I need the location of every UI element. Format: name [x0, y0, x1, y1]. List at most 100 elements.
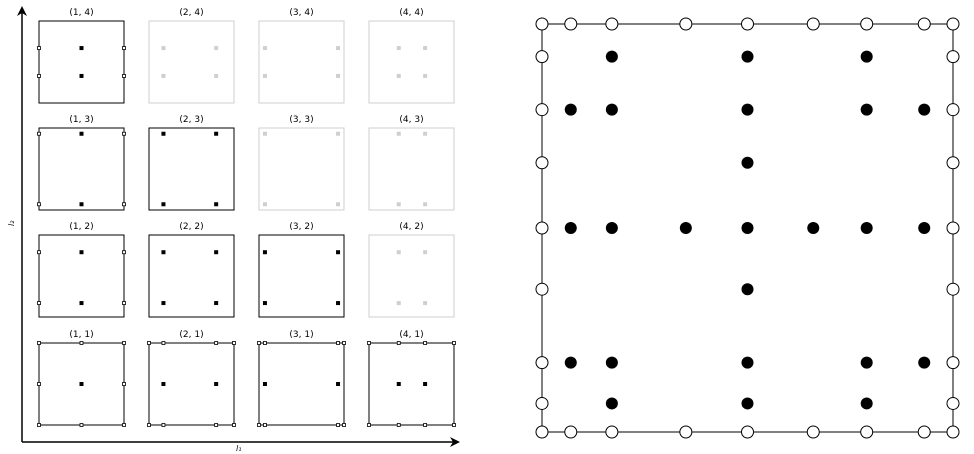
boundary-point: [122, 382, 126, 386]
cell-label: (2, 1): [179, 330, 203, 340]
boundary-point: [396, 423, 401, 427]
grid-point: [79, 131, 84, 136]
combined-grid-points: [535, 17, 960, 439]
boundary-point: [564, 425, 578, 439]
boundary-point: [535, 156, 549, 170]
boundary-point: [605, 17, 619, 31]
level-cell: (4, 1): [367, 330, 456, 427]
grid-point: [860, 356, 873, 369]
cell-label: (3, 1): [289, 330, 313, 340]
boundary-point: [122, 131, 126, 136]
level-cell: (2, 1): [147, 330, 236, 427]
boundary-point: [741, 425, 754, 439]
grid-point: [741, 222, 754, 234]
grid-point: [262, 73, 267, 78]
level-cell: (4, 3): [368, 115, 455, 211]
level-cell: (3, 1): [257, 330, 346, 427]
grid-point: [860, 397, 873, 410]
cell-frame: [258, 342, 345, 426]
grid-point: [860, 222, 873, 234]
boundary-point: [232, 341, 236, 345]
boundary-point: [679, 17, 693, 31]
cell-label: (4, 3): [399, 115, 423, 125]
boundary-point: [214, 341, 219, 345]
cell-frame: [258, 20, 345, 104]
cell-label: (2, 2): [179, 222, 203, 232]
grid-point: [161, 250, 166, 255]
boundary-point: [535, 425, 549, 439]
grid-point: [741, 397, 754, 410]
boundary-point: [946, 50, 960, 64]
boundary-point: [257, 423, 261, 427]
boundary-point: [232, 423, 236, 427]
boundary-point: [37, 250, 41, 255]
boundary-point: [263, 341, 267, 345]
cell-label: (1, 1): [69, 330, 93, 340]
cell-label: (3, 2): [289, 222, 313, 232]
boundary-point: [535, 17, 549, 31]
cell-label: (1, 2): [69, 222, 93, 232]
grid-point: [918, 356, 931, 369]
boundary-point: [860, 17, 874, 31]
grid-point: [423, 46, 428, 51]
level-cell: (3, 2): [258, 222, 345, 318]
grid-point: [336, 250, 341, 255]
grid-point: [214, 382, 219, 386]
boundary-point: [535, 50, 549, 64]
level-cell: (3, 3): [258, 115, 345, 211]
boundary-point: [342, 423, 346, 427]
boundary-point: [535, 396, 549, 410]
grid-point: [564, 222, 577, 234]
grid-point: [564, 103, 577, 116]
boundary-point: [37, 131, 41, 136]
grid-point: [79, 46, 84, 51]
boundary-point: [946, 156, 960, 170]
level-cell: (2, 3): [148, 115, 235, 211]
cell-label: (3, 3): [289, 115, 313, 125]
grid-point: [564, 356, 577, 369]
cell-label: (1, 4): [69, 8, 93, 18]
cell-label: (4, 4): [399, 8, 423, 18]
boundary-point: [535, 282, 549, 296]
boundary-point: [452, 423, 456, 427]
boundary-point: [37, 382, 41, 386]
grid-point: [161, 73, 166, 78]
boundary-point: [122, 74, 126, 78]
level-cell: (3, 4): [258, 8, 345, 104]
boundary-point: [79, 423, 84, 427]
boundary-point: [806, 17, 820, 31]
grid-point: [262, 250, 267, 255]
boundary-point: [806, 425, 820, 439]
grid-point: [396, 73, 401, 78]
grid-point: [161, 202, 166, 207]
grid-point: [605, 50, 618, 63]
cell-frame: [38, 20, 125, 104]
grid-point: [396, 202, 401, 207]
grid-point: [396, 382, 401, 386]
grid-point: [262, 46, 267, 51]
y-axis-label: l₂: [7, 220, 16, 226]
boundary-point: [37, 301, 41, 305]
boundary-point: [917, 17, 931, 31]
boundary-point: [122, 341, 126, 345]
grid-point: [605, 397, 618, 410]
grid-point: [423, 382, 428, 386]
cell-frame: [148, 127, 235, 211]
boundary-point: [917, 425, 931, 439]
boundary-point: [257, 341, 261, 345]
grid-point: [336, 73, 341, 78]
cell-label: (4, 2): [399, 222, 423, 232]
cell-frame: [258, 234, 345, 318]
grid-point: [79, 382, 84, 386]
level-cell: (1, 1): [37, 330, 126, 427]
grid-point: [214, 202, 219, 207]
grid-point: [741, 156, 754, 169]
cell-label: (2, 4): [179, 8, 203, 18]
boundary-point: [946, 221, 960, 235]
grid-point: [161, 46, 166, 51]
grid-point: [336, 131, 341, 136]
grid-point: [214, 73, 219, 78]
cell-frame: [258, 127, 345, 211]
grid-point: [741, 283, 754, 296]
